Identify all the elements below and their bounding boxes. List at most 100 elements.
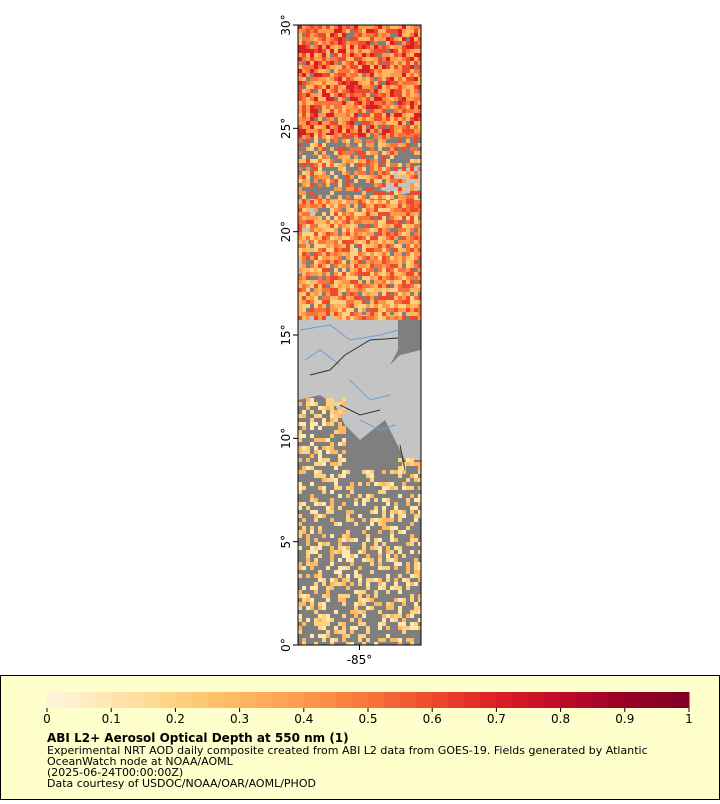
aod-pixel (370, 109, 374, 113)
aod-pixel (390, 280, 394, 284)
aod-pixel (322, 212, 326, 216)
aod-pixel (298, 125, 302, 129)
aod-pixel (306, 450, 310, 454)
aod-pixel (322, 236, 326, 240)
aod-pixel (366, 236, 370, 240)
aod-pixel (370, 494, 374, 498)
aod-pixel (322, 224, 326, 228)
aod-pixel (410, 41, 414, 45)
aod-pixel (370, 478, 374, 482)
aod-pixel (358, 163, 362, 167)
aod-pixel (414, 260, 418, 264)
aod-pixel (410, 550, 414, 554)
aod-pixel (338, 113, 342, 117)
colorbar-segment (239, 692, 257, 708)
aod-pixel (370, 570, 374, 574)
aod-pixel (326, 85, 330, 89)
aod-pixel (398, 562, 402, 566)
aod-pixel (410, 200, 414, 204)
aod-pixel (398, 171, 402, 175)
aod-pixel (350, 216, 354, 220)
aod-pixel (374, 304, 378, 308)
aod-pixel (322, 81, 326, 85)
aod-pixel (310, 45, 314, 49)
aod-pixel (354, 208, 358, 212)
aod-pixel (386, 296, 390, 300)
aod-pixel (318, 89, 322, 93)
aod-pixel (394, 252, 398, 256)
aod-pixel (306, 33, 310, 37)
aod-pixel (330, 288, 334, 292)
aod-pixel (410, 642, 414, 645)
aod-pixel (318, 578, 322, 582)
aod-pixel (398, 69, 402, 73)
aod-pixel (378, 85, 382, 89)
aod-pixel (414, 296, 418, 300)
aod-pixel (350, 49, 354, 53)
aod-pixel (326, 77, 330, 81)
aod-pixel (298, 151, 302, 155)
aod-pixel (306, 93, 310, 97)
aod-pixel (346, 280, 350, 284)
aod-pixel (342, 264, 346, 268)
aod-pixel (390, 272, 394, 276)
aod-pixel (322, 422, 326, 426)
aod-pixel (418, 37, 421, 41)
aod-pixel (378, 135, 382, 139)
aod-pixel (330, 586, 334, 590)
aod-pixel (390, 49, 394, 53)
aod-pixel (310, 498, 314, 502)
aod-pixel (310, 426, 314, 430)
aod-pixel (338, 410, 342, 414)
aod-pixel (402, 276, 406, 280)
aod-pixel (398, 125, 402, 129)
aod-pixel (338, 312, 342, 316)
aod-pixel (358, 159, 362, 163)
aod-pixel (414, 129, 418, 133)
colorbar-segment (464, 692, 481, 708)
aod-pixel (338, 53, 342, 57)
aod-pixel (398, 109, 402, 113)
aod-pixel (322, 582, 326, 586)
aod-pixel (386, 29, 390, 33)
aod-pixel (354, 45, 358, 49)
aod-pixel (414, 566, 418, 570)
aod-pixel (390, 191, 394, 195)
aod-pixel (374, 45, 378, 49)
colorbar-tick-label: 0.1 (102, 712, 121, 726)
aod-pixel (342, 438, 346, 442)
aod-pixel (306, 252, 310, 256)
aod-pixel (354, 316, 358, 320)
aod-pixel (342, 133, 346, 137)
aod-pixel (346, 642, 350, 645)
aod-pixel (318, 252, 322, 256)
aod-pixel (378, 276, 382, 280)
aod-pixel (382, 288, 386, 292)
aod-pixel (302, 264, 306, 268)
aod-pixel (322, 486, 326, 490)
aod-pixel (302, 450, 306, 454)
aod-pixel (418, 276, 421, 280)
aod-pixel (338, 57, 342, 61)
aod-pixel (342, 410, 346, 414)
aod-pixel (342, 232, 346, 236)
aod-pixel (382, 155, 386, 159)
aod-pixel (302, 622, 306, 626)
aod-pixel (298, 522, 302, 526)
aod-pixel (342, 268, 346, 272)
aod-pixel (342, 89, 346, 93)
aod-pixel (410, 129, 414, 133)
aod-pixel (298, 49, 302, 53)
aod-pixel (346, 105, 350, 109)
aod-pixel (306, 398, 310, 402)
aod-pixel (402, 316, 406, 320)
aod-pixel (314, 105, 318, 109)
aod-pixel (330, 398, 334, 402)
aod-pixel (394, 29, 398, 33)
aod-pixel (346, 594, 350, 598)
aod-pixel (378, 195, 382, 199)
aod-pixel (310, 418, 314, 422)
aod-pixel (386, 244, 390, 248)
aod-pixel (354, 85, 358, 89)
aod-pixel (382, 308, 386, 312)
